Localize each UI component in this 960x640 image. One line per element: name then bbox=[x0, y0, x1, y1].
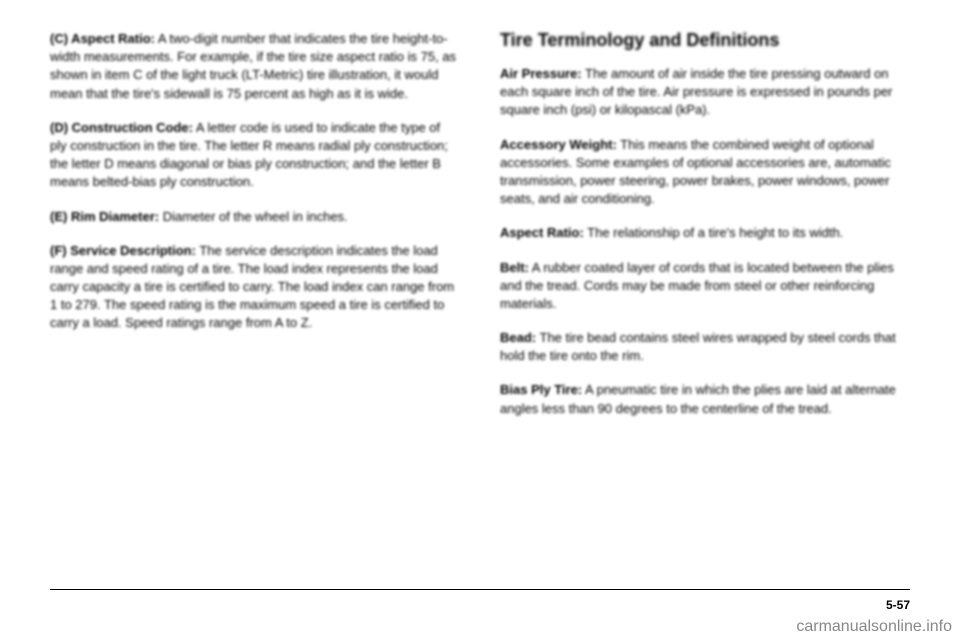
label-bias: Bias Ply Tire: bbox=[500, 382, 582, 397]
watermark: carmanualsonline.info bbox=[796, 618, 952, 636]
label-c: (C) Aspect Ratio: bbox=[50, 31, 155, 46]
para-belt: Belt: A rubber coated layer of cords tha… bbox=[500, 259, 910, 314]
label-belt: Belt: bbox=[500, 260, 529, 275]
label-accessory: Accessory Weight: bbox=[500, 137, 617, 152]
label-air: Air Pressure: bbox=[500, 66, 582, 81]
para-bead: Bead: The tire bead contains steel wires… bbox=[500, 329, 910, 365]
para-bias: Bias Ply Tire: A pneumatic tire in which… bbox=[500, 381, 910, 417]
label-aspect: Aspect Ratio: bbox=[500, 225, 584, 240]
para-d: (D) Construction Code: A letter code is … bbox=[50, 119, 460, 192]
para-accessory: Accessory Weight: This means the combine… bbox=[500, 136, 910, 209]
label-e: (E) Rim Diameter: bbox=[50, 209, 159, 224]
text-belt: A rubber coated layer of cords that is l… bbox=[500, 260, 894, 311]
left-column: (C) Aspect Ratio: A two-digit number tha… bbox=[50, 30, 460, 590]
text-e: Diameter of the wheel in inches. bbox=[159, 209, 348, 224]
section-heading: Tire Terminology and Definitions bbox=[500, 30, 910, 51]
text-bead: The tire bead contains steel wires wrapp… bbox=[500, 330, 896, 363]
para-air: Air Pressure: The amount of air inside t… bbox=[500, 65, 910, 120]
label-d: (D) Construction Code: bbox=[50, 120, 193, 135]
label-f: (F) Service Description: bbox=[50, 243, 196, 258]
para-c: (C) Aspect Ratio: A two-digit number tha… bbox=[50, 30, 460, 103]
para-aspect: Aspect Ratio: The relationship of a tire… bbox=[500, 224, 910, 242]
para-f: (F) Service Description: The service des… bbox=[50, 242, 460, 333]
footer-divider bbox=[50, 589, 910, 590]
right-column: Tire Terminology and Definitions Air Pre… bbox=[500, 30, 910, 590]
page-number: 5-57 bbox=[886, 598, 910, 612]
label-bead: Bead: bbox=[500, 330, 536, 345]
content-area: (C) Aspect Ratio: A two-digit number tha… bbox=[50, 30, 910, 590]
para-e: (E) Rim Diameter: Diameter of the wheel … bbox=[50, 208, 460, 226]
text-aspect: The relationship of a tire's height to i… bbox=[584, 225, 844, 240]
